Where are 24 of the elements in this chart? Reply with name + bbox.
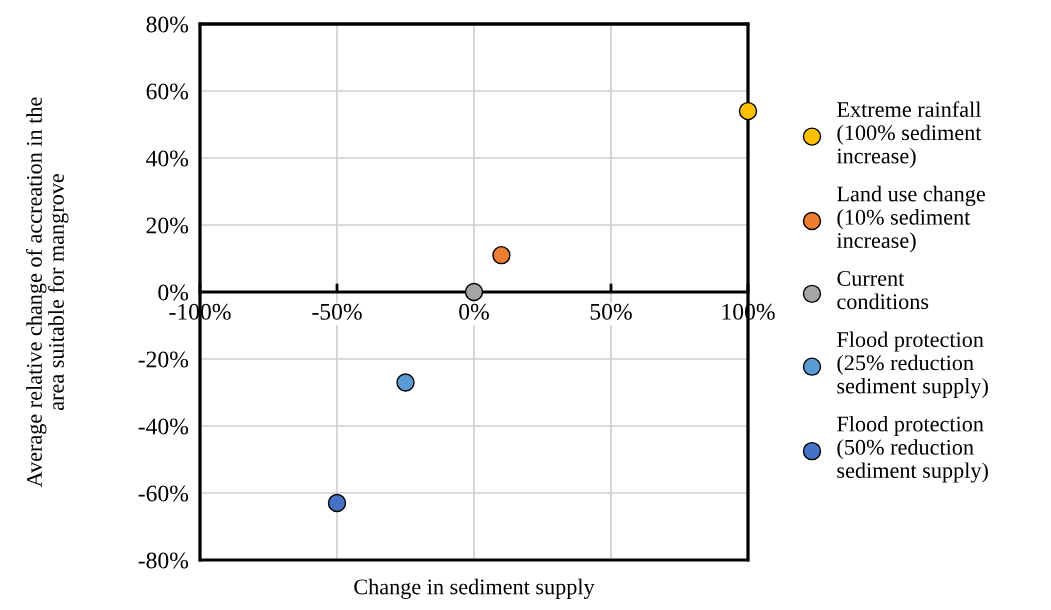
y-tick-label: 20% [146, 217, 189, 234]
y-axis-title: Average relative change of accreation in the area suitable for mangrove [26, 97, 69, 488]
point [738, 101, 758, 121]
point [396, 373, 415, 392]
x-axis-title: Change in sediment supply [354, 578, 595, 599]
legend-label: Flood protection (50% reduction sediment supply) [837, 415, 988, 483]
point [327, 493, 347, 513]
y-tick-label: 0% [158, 284, 189, 301]
y-tick-label: 40% [146, 150, 189, 167]
y-tick-label: -80% [138, 552, 189, 569]
legend-label: Extreme rainfall (100% sediment increase) [836, 101, 982, 169]
legend-label: Land use change (10% sediment increase) [836, 185, 985, 253]
y-tick-label: -60% [138, 485, 189, 502]
point [464, 282, 484, 302]
legend-label: Current conditions [837, 270, 929, 310]
x-tick-label: -50% [312, 303, 362, 320]
legend-label: Flood protection (25% reduction sediment supply) [837, 331, 988, 399]
y-tick-label: 60% [146, 83, 189, 100]
y-tick-label: -20% [138, 351, 189, 368]
x-tick-label: 50% [590, 303, 632, 320]
y-tick-label: 80% [146, 16, 189, 33]
point [492, 245, 511, 265]
x-tick-label: 0% [459, 303, 489, 320]
y-tick-label: -40% [138, 418, 189, 435]
